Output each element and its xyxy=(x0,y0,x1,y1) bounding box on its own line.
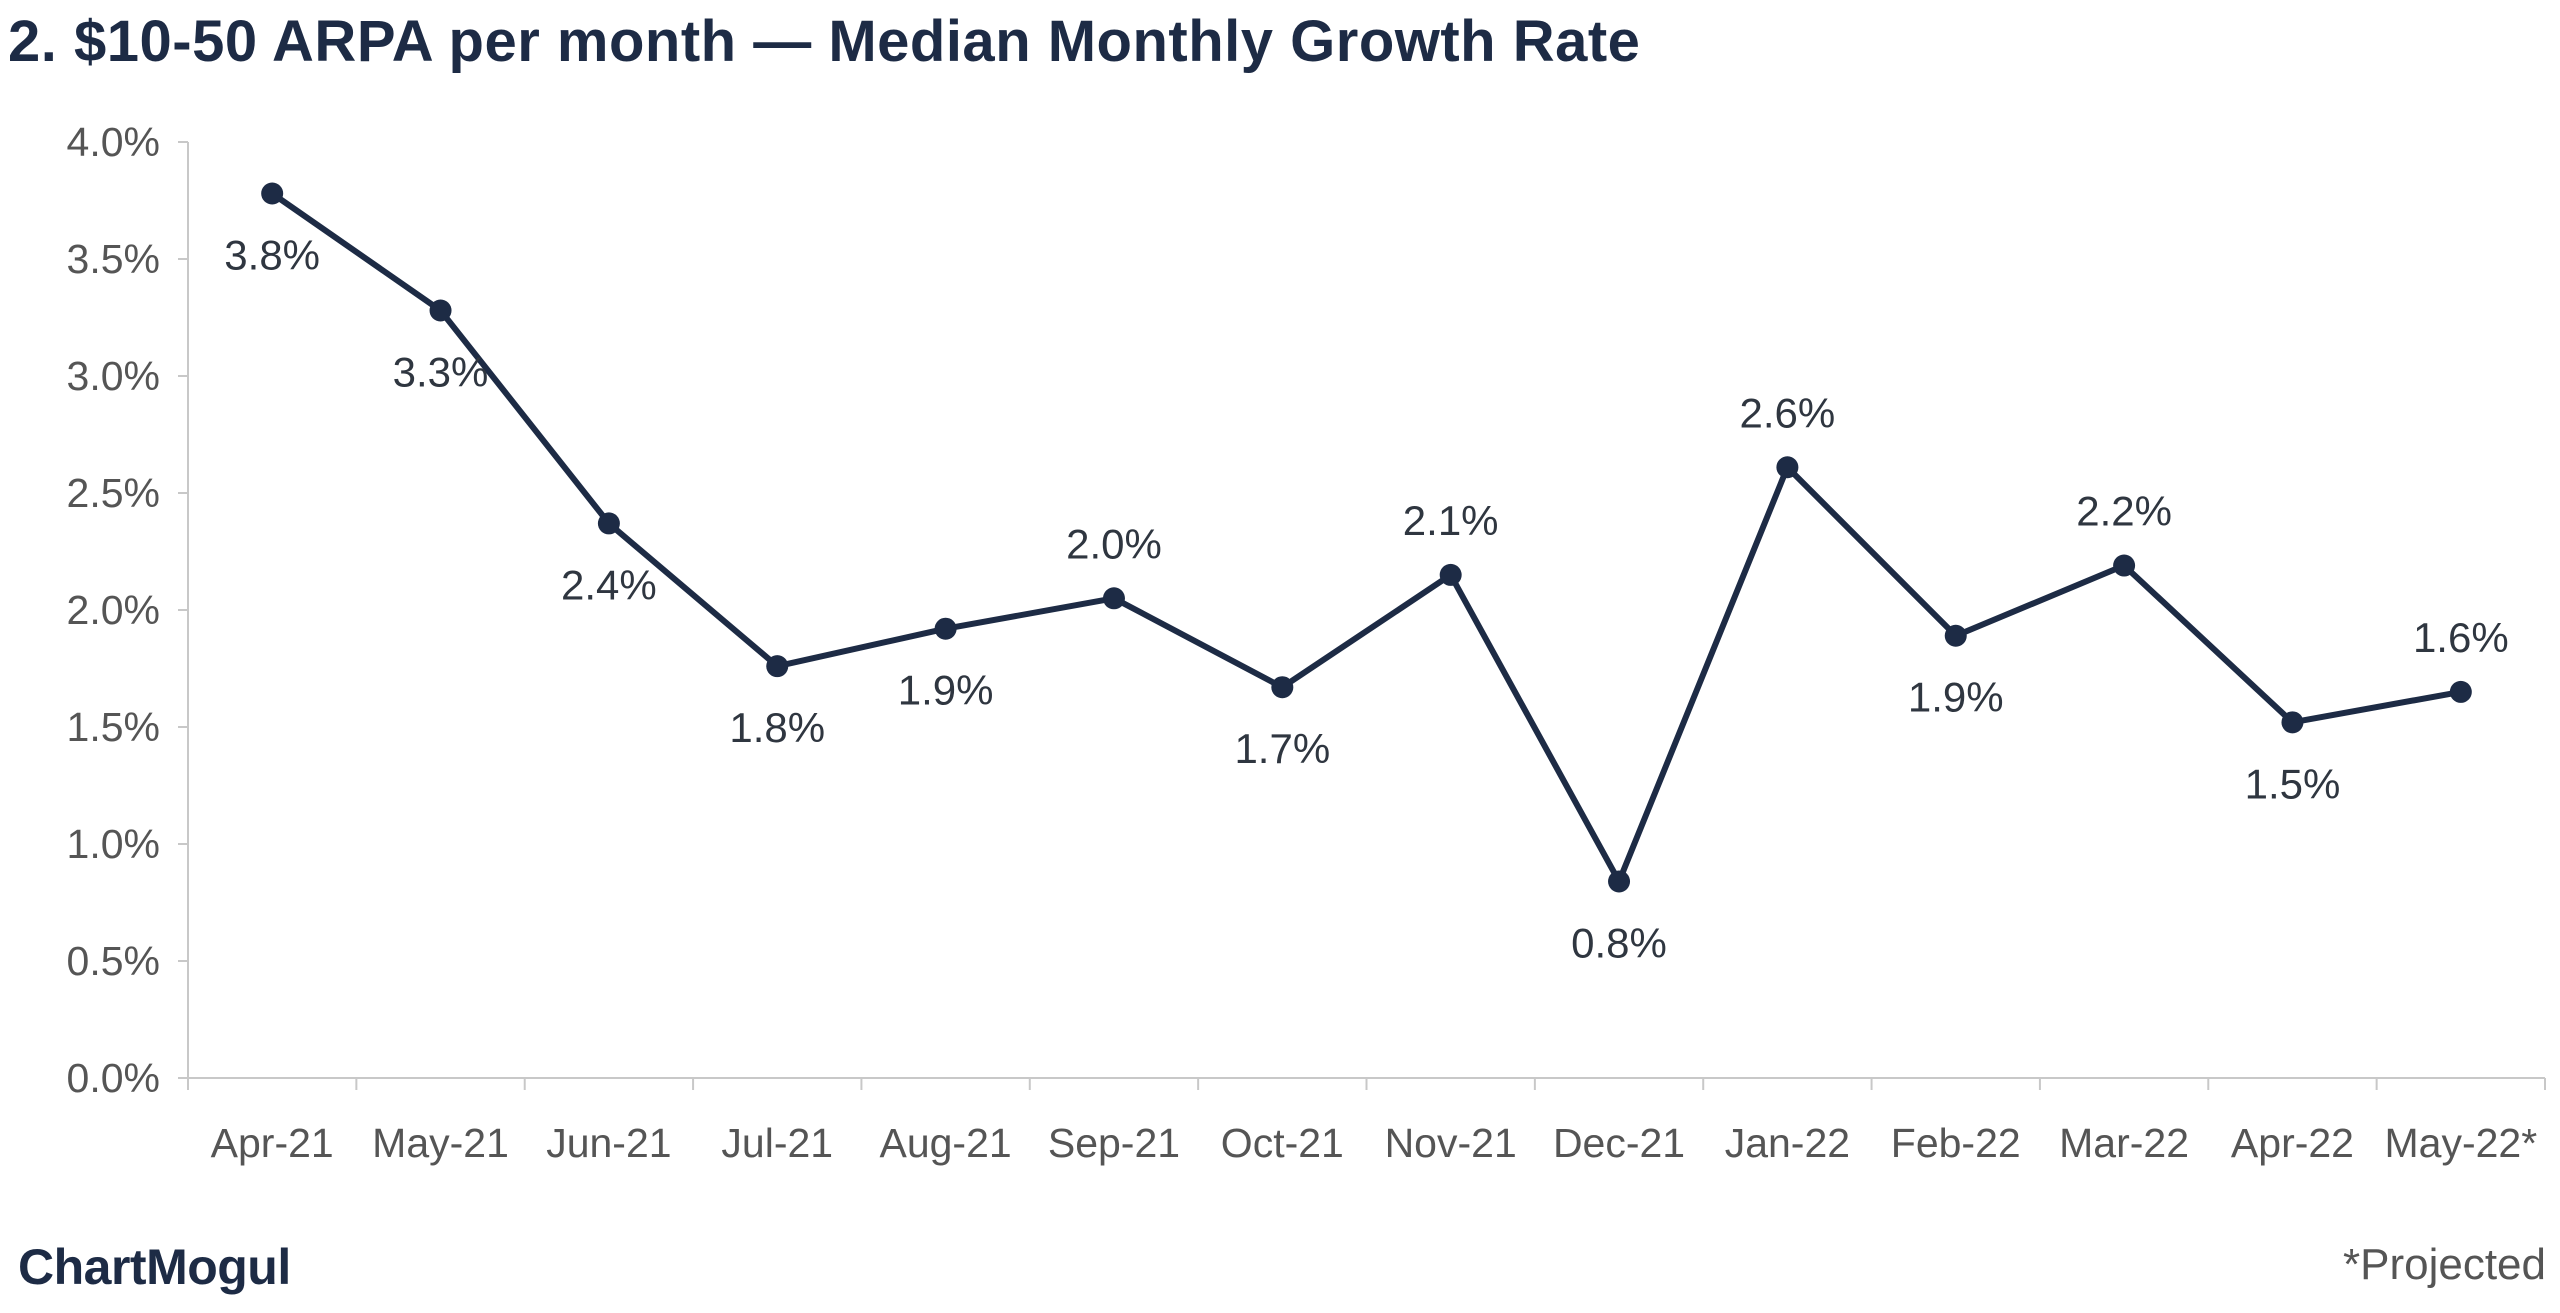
data-label: 1.5% xyxy=(2245,760,2341,807)
x-tick-label: Sep-21 xyxy=(1048,1120,1180,1166)
y-tick-label: 2.0% xyxy=(67,587,160,633)
data-label: 1.8% xyxy=(729,704,825,751)
y-tick-label: 3.5% xyxy=(67,236,160,282)
x-tick-label: Aug-21 xyxy=(879,1120,1011,1166)
data-point xyxy=(2281,711,2304,734)
data-label: 2.2% xyxy=(2076,488,2172,535)
data-label: 3.8% xyxy=(224,231,320,278)
data-point xyxy=(1776,456,1799,479)
series-line xyxy=(270,191,2462,885)
data-label: 1.9% xyxy=(1908,674,2004,721)
x-tick-label: Jun-21 xyxy=(546,1120,671,1166)
data-point xyxy=(261,182,284,205)
data-label: 0.8% xyxy=(1571,919,1667,966)
data-point xyxy=(1439,563,1462,586)
y-tick-label: 0.0% xyxy=(67,1055,160,1101)
footnote: *Projected xyxy=(2342,1240,2546,1289)
x-tick-label: Oct-21 xyxy=(1221,1120,1344,1166)
data-label: 1.9% xyxy=(898,667,994,714)
data-label: 2.1% xyxy=(1403,497,1499,544)
data-point xyxy=(429,299,452,322)
data-point xyxy=(1944,624,1967,647)
data-point xyxy=(2449,680,2472,703)
data-point xyxy=(597,512,620,535)
y-tick-label: 0.5% xyxy=(67,938,160,984)
chart-title: 2. $10-50 ARPA per month — Median Monthl… xyxy=(8,9,1641,74)
y-tick-label: 1.5% xyxy=(67,704,160,750)
x-tick-label: Jul-21 xyxy=(721,1120,833,1166)
y-tick-label: 3.0% xyxy=(67,353,160,399)
x-tick-label: Mar-22 xyxy=(2059,1120,2189,1166)
data-point xyxy=(1102,587,1125,610)
brand-logo: ChartMogul xyxy=(18,1239,291,1295)
x-tick-label: Apr-22 xyxy=(2231,1120,2354,1166)
data-label: 1.6% xyxy=(2413,614,2509,661)
data-label: 2.4% xyxy=(561,561,657,608)
y-tick-label: 2.5% xyxy=(67,470,160,516)
x-tick-label: Nov-21 xyxy=(1385,1120,1517,1166)
x-tick-label: Feb-22 xyxy=(1891,1120,2021,1166)
x-tick-label: Jan-22 xyxy=(1725,1120,1850,1166)
y-tick-label: 4.0% xyxy=(67,119,160,165)
x-tick-label: May-22* xyxy=(2384,1120,2537,1166)
data-label: 2.0% xyxy=(1066,520,1162,567)
data-point xyxy=(2113,554,2136,577)
data-point xyxy=(934,617,957,640)
data-label: 2.6% xyxy=(1740,389,1836,436)
x-tick-label: May-21 xyxy=(372,1120,509,1166)
data-point xyxy=(1608,870,1631,893)
data-label: 3.3% xyxy=(393,348,489,395)
data-point xyxy=(1271,676,1294,699)
data-point xyxy=(766,655,789,678)
x-tick-label: Apr-21 xyxy=(211,1120,334,1166)
x-tick-label: Dec-21 xyxy=(1553,1120,1685,1166)
y-tick-label: 1.0% xyxy=(67,821,160,867)
data-label: 1.7% xyxy=(1234,725,1330,772)
